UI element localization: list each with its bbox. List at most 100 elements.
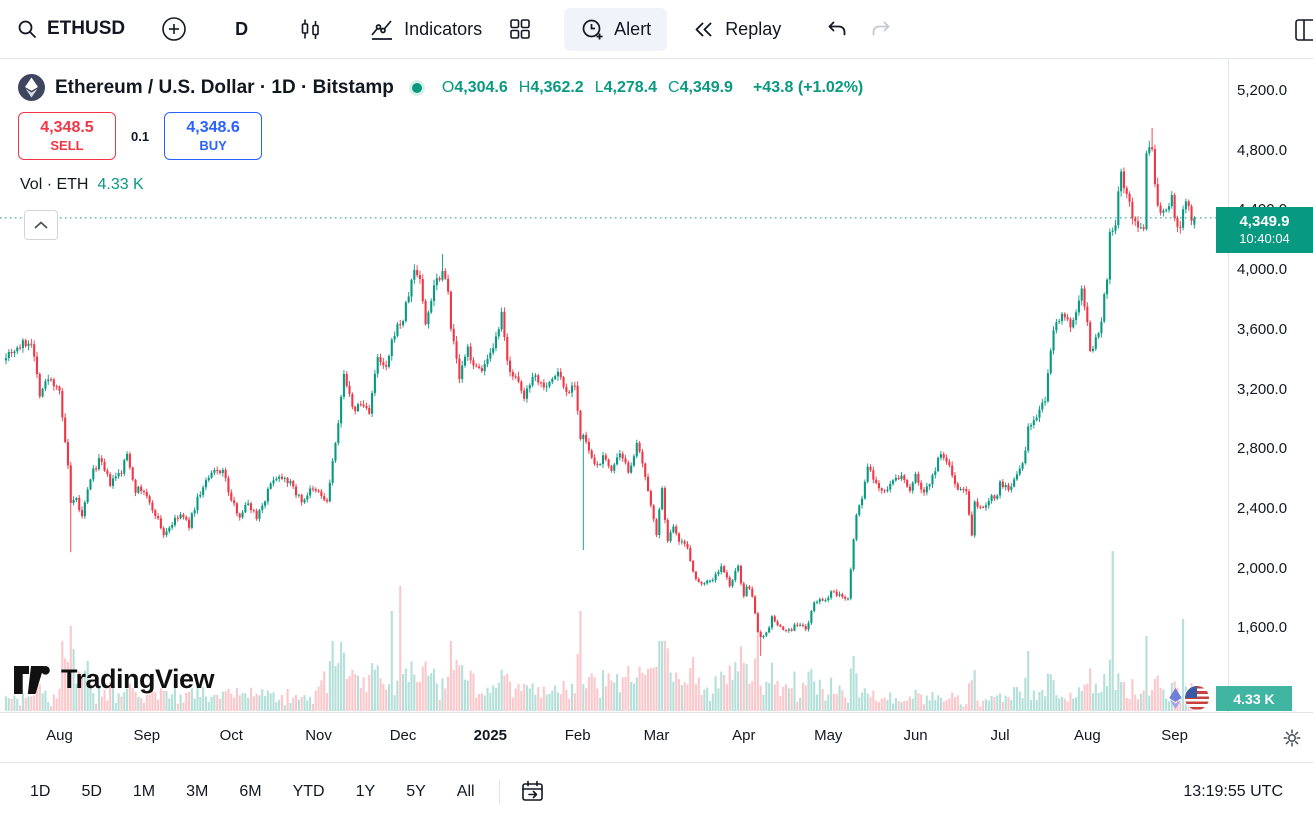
toolbar-divider: [498, 779, 500, 804]
time-tick-Sep: Sep: [1161, 727, 1188, 744]
time-tick-Apr: Apr: [732, 727, 756, 744]
ohlc-values: O4,304.6 H4,362.2 L4,278.4 C4,349.9: [442, 79, 733, 97]
layout-grid-button[interactable]: [508, 17, 532, 41]
price-tick: 5,200.0: [1237, 82, 1288, 99]
save-layout-icon[interactable]: [1294, 17, 1313, 43]
tradingview-watermark: TradingView: [14, 664, 215, 695]
ohlc-H: H4,362.2: [518, 78, 584, 96]
buy-label: BUY: [199, 137, 227, 153]
time-tick-May: May: [814, 727, 843, 744]
volume-indicator-label: Vol · ETH: [20, 176, 89, 193]
ohlc-C: C4,349.9: [668, 78, 733, 96]
replay-label: Replay: [725, 18, 782, 39]
indicators-label: Indicators: [404, 18, 483, 39]
time-tick-Oct: Oct: [219, 727, 243, 744]
time-tick-Jun: Jun: [903, 727, 928, 744]
tradingview-logo-icon: [14, 665, 52, 694]
price-tick: 2,800.0: [1237, 440, 1288, 458]
compare-add-button[interactable]: [161, 16, 187, 42]
chevron-up-icon: [33, 220, 49, 230]
chart-title[interactable]: Ethereum / U.S. Dollar · 1D · Bitstamp: [55, 76, 394, 98]
time-tick-Aug: Aug: [1073, 727, 1101, 744]
indicators-icon: [369, 16, 395, 42]
redo-icon: [869, 17, 893, 41]
time-tick-Nov: Nov: [305, 727, 332, 744]
range-3m[interactable]: 3M: [184, 779, 210, 805]
alert-clock-icon: [580, 17, 605, 42]
indicators-button[interactable]: Indicators: [369, 16, 482, 42]
eth-diamond-icon: [1168, 687, 1183, 710]
ohlc-L: L4,278.4: [594, 78, 657, 96]
current-price-value: 4,349.9: [1239, 212, 1290, 230]
watermark-text: TradingView: [61, 664, 215, 694]
market-status-dot[interactable]: [411, 82, 422, 93]
range-1d[interactable]: 1D: [28, 779, 52, 805]
replay-button[interactable]: Replay: [691, 17, 781, 42]
time-tick-Dec: Dec: [389, 727, 417, 744]
time-axis[interactable]: Aug Sep Oct Nov Dec 2025 Feb Mar Apr May Jun Jul Aug…: [0, 712, 1313, 763]
undo-button[interactable]: [825, 17, 849, 41]
current-price-label: 4,349.9 10:40:04: [1216, 207, 1313, 253]
usd-flag-icon: [1185, 686, 1209, 710]
price-tick: 4,000.0: [1237, 261, 1288, 279]
ohlc-O: O4,304.6: [441, 78, 508, 96]
ethereum-logo-icon: [18, 74, 45, 101]
time-tick-Aug: Aug: [46, 727, 73, 744]
range-1y[interactable]: 1Y: [354, 779, 378, 805]
volume-axis-label: 4.33 K: [1216, 686, 1292, 711]
chart-legend: Ethereum / U.S. Dollar · 1D · Bitstamp O…: [18, 74, 863, 101]
price-tick: 1,600.0: [1237, 619, 1288, 637]
utc-clock[interactable]: 13:19:55 UTC: [1183, 782, 1283, 800]
undo-icon: [825, 17, 849, 41]
alert-label: Alert: [614, 18, 652, 39]
price-axis[interactable]: 5,200.04,800.04,400.04,000.03,600.03,200…: [1228, 58, 1313, 712]
symbol-name: ETHUSD: [47, 18, 126, 39]
interval-value: D: [235, 18, 249, 39]
time-tick-Mar: Mar: [643, 727, 670, 744]
go-to-date-button[interactable]: [520, 779, 545, 804]
chart-style-button[interactable]: [298, 17, 323, 42]
time-tick-2025: 2025: [473, 727, 508, 744]
interval-button[interactable]: D: [235, 19, 248, 40]
bottom-toolbar: 1D 5D 1M 3M 6M YTD 1Y 5Y All 13:19:55 UTC: [0, 762, 1313, 820]
candlestick-chart[interactable]: [0, 58, 1228, 712]
grid-layout-icon: [508, 17, 532, 41]
plus-circle-icon: [161, 16, 187, 42]
range-5y[interactable]: 5Y: [404, 779, 428, 805]
price-tick: 3,600.0: [1237, 320, 1288, 338]
symbol-search-button[interactable]: ETHUSD: [16, 18, 125, 40]
range-1m[interactable]: 1M: [131, 779, 157, 805]
sell-label: SELL: [50, 137, 84, 153]
price-tick: 2,400.0: [1237, 499, 1288, 517]
collapse-panel-button[interactable]: [24, 210, 58, 240]
buy-price: 4,348.6: [186, 118, 240, 136]
time-tick-Feb: Feb: [564, 727, 591, 744]
time-tick-Jul: Jul: [990, 727, 1010, 744]
replay-icon: [691, 17, 716, 42]
buy-button[interactable]: 4,348.6 BUY: [164, 112, 263, 160]
sell-button[interactable]: 4,348.5 SELL: [18, 112, 116, 160]
price-tick: 4,800.0: [1237, 141, 1288, 159]
range-6m[interactable]: 6M: [237, 779, 263, 805]
redo-button[interactable]: [869, 17, 893, 41]
range-5d[interactable]: 5D: [79, 779, 103, 805]
search-icon: [16, 18, 38, 40]
sell-price: 4,348.5: [40, 118, 94, 136]
volume-indicator-legend[interactable]: Vol · ETH 4.33 K: [20, 176, 144, 194]
range-ytd[interactable]: YTD: [291, 779, 327, 805]
price-tick: 3,200.0: [1237, 380, 1288, 398]
range-row: 1D 5D 1M 3M 6M YTD 1Y 5Y All: [28, 779, 477, 805]
price-tick: 2,000.0: [1237, 559, 1288, 577]
range-all[interactable]: All: [455, 779, 477, 805]
bar-countdown: 10:40:04: [1239, 231, 1290, 247]
pair-currency-icons: [1168, 686, 1209, 710]
order-panel: 4,348.5 SELL 0.1 4,348.6 BUY: [18, 112, 263, 160]
alert-button[interactable]: Alert: [564, 7, 668, 51]
top-toolbar: ETHUSD D Indicators: [0, 0, 1313, 59]
time-tick-Sep: Sep: [133, 727, 161, 744]
candlestick-icon: [298, 17, 323, 42]
spread-value: 0.1: [131, 128, 150, 144]
change-value: +43.8 (+1.02%): [752, 78, 864, 96]
volume-indicator-value: 4.33 K: [97, 176, 144, 193]
axis-settings-gear-icon[interactable]: [1282, 728, 1302, 748]
